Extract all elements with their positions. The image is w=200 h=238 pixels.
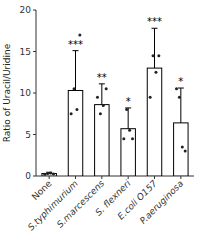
- dot: [122, 137, 125, 140]
- dot: [181, 145, 184, 148]
- bar: [174, 123, 188, 176]
- dot: [75, 108, 78, 111]
- dot: [70, 112, 73, 115]
- bar: [147, 68, 161, 176]
- significance: ***: [147, 16, 162, 27]
- dot: [52, 172, 55, 175]
- x-tick: [128, 176, 129, 179]
- x-tick: [101, 176, 102, 179]
- x-tick: [75, 176, 76, 179]
- significance: *: [126, 96, 131, 107]
- x-axis-line: [36, 176, 194, 177]
- error-stem: [180, 88, 181, 123]
- error-cap: [99, 83, 105, 84]
- x-tick: [180, 176, 181, 179]
- dot: [49, 172, 52, 175]
- error-stem: [75, 51, 76, 91]
- dot: [157, 54, 160, 57]
- dot: [131, 137, 134, 140]
- error-stem: [154, 28, 155, 68]
- dot: [96, 96, 99, 99]
- dot: [99, 112, 102, 115]
- dot: [78, 33, 81, 36]
- dot: [149, 96, 152, 99]
- y-tick: [33, 134, 36, 135]
- error-bar: [99, 84, 105, 105]
- error-bar: [152, 28, 158, 68]
- y-tick: [33, 176, 36, 177]
- dot: [43, 173, 46, 176]
- error-cap: [178, 88, 184, 89]
- y-tick-label: 10: [20, 88, 32, 98]
- y-tick-label: 20: [20, 5, 32, 15]
- bar: [95, 105, 109, 176]
- error-cap: [152, 28, 158, 29]
- error-stem: [101, 84, 102, 105]
- y-tick-label: 15: [20, 47, 31, 57]
- error-stem: [128, 108, 129, 129]
- y-tick-label: 0: [25, 171, 31, 181]
- error-bar: [178, 88, 184, 123]
- dot: [184, 150, 187, 153]
- plot-area: [42, 28, 188, 176]
- bar: [68, 91, 82, 176]
- error-bar: [73, 51, 79, 91]
- dot: [152, 54, 155, 57]
- dot: [46, 172, 49, 175]
- y-tick: [33, 51, 36, 52]
- x-axis: NoneS.typhimuriumS.marcescensS. flexneri…: [26, 176, 194, 232]
- y-tick: [33, 10, 36, 11]
- bar: [121, 129, 135, 176]
- y-tick-label: 5: [25, 130, 31, 140]
- y-axis: 0 5 10 15 20: [20, 5, 36, 181]
- dot: [125, 108, 128, 111]
- chart: 0 5 10 15 20 Ratio of Uracil/Uridine NoneS.typ…: [0, 0, 200, 238]
- dot: [73, 87, 76, 90]
- x-tick-label: P.aeruginosa: [138, 178, 185, 225]
- significance: *: [178, 76, 183, 87]
- dot: [175, 87, 178, 90]
- annotations: **********: [68, 16, 183, 107]
- error-bar: [125, 108, 131, 129]
- y-tick: [33, 93, 36, 94]
- dot: [105, 87, 108, 90]
- significance: **: [97, 72, 107, 83]
- dot: [154, 71, 157, 74]
- y-axis-label: Ratio of Uracil/Uridine: [2, 43, 12, 142]
- error-cap: [73, 50, 79, 51]
- x-tick-label: None: [30, 178, 54, 202]
- dot: [178, 96, 181, 99]
- significance: ***: [68, 39, 83, 50]
- dot: [102, 104, 105, 107]
- x-tick: [49, 176, 50, 179]
- dot: [128, 129, 131, 132]
- x-tick: [154, 176, 155, 179]
